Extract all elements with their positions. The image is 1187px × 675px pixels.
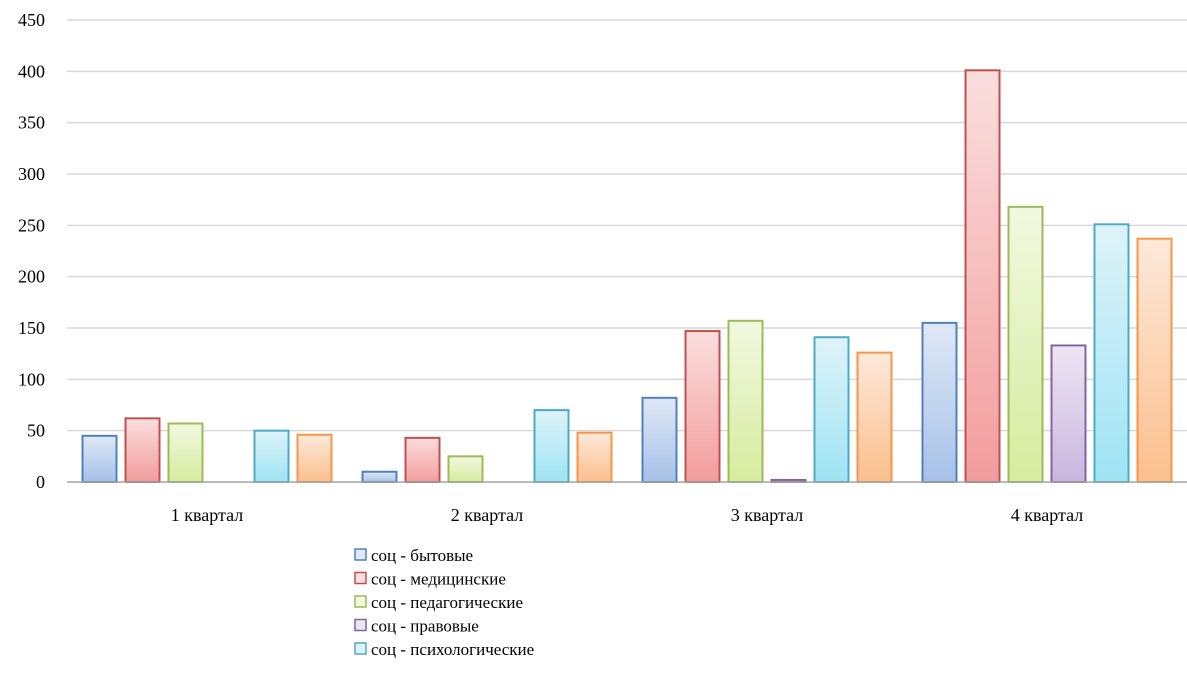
y-tick-label: 0 [36, 472, 45, 492]
bar-series-1-cat-4 [921, 321, 958, 483]
bar-series-1-cat-3 [641, 396, 678, 483]
bar-series-5-cat-3 [813, 336, 850, 483]
y-tick-label: 100 [18, 369, 45, 389]
bar-series-6-cat-3 [856, 351, 893, 484]
bar-series-1-cat-1 [81, 434, 118, 483]
bar-series-1-cat-2 [361, 470, 398, 484]
legend-label: соц - педагогические [371, 593, 523, 612]
legend-label: соц - медицинские [371, 570, 506, 589]
legend-label: соц - бытовые [371, 546, 473, 565]
bar-series-3-cat-4 [1007, 205, 1044, 483]
bar-series-5-cat-4 [1093, 223, 1130, 483]
y-axis-ticks: 0 50 100 150 200 250 300 350 400 450 [18, 10, 45, 492]
y-tick-label: 150 [18, 318, 45, 338]
bar-series-6-cat-4 [1136, 237, 1173, 483]
bar-series-3-cat-1 [167, 422, 204, 484]
y-tick-label: 200 [18, 267, 45, 287]
gridlines [67, 19, 1187, 432]
bar-series-5-cat-2 [533, 409, 570, 483]
bar-series-2-cat-4 [964, 69, 1001, 483]
bar-series-3-cat-3 [727, 319, 764, 483]
legend-swatch [354, 595, 367, 608]
legend-swatch [354, 571, 367, 585]
y-tick-label: 400 [18, 61, 45, 81]
x-tick-label: 2 квартал [451, 505, 523, 525]
y-tick-label: 450 [18, 10, 45, 30]
bar-series-6-cat-1 [296, 433, 333, 484]
bar-series-4-cat-4 [1050, 344, 1087, 483]
bar-series-2-cat-2 [404, 436, 441, 483]
legend-label: соц - правовые [371, 617, 479, 636]
bar-series-6-cat-2 [576, 431, 613, 483]
y-tick-label: 300 [18, 164, 45, 184]
x-axis-ticks: 1 квартал 2 квартал 3 квартал 4 квартал [171, 505, 1083, 525]
x-tick-label: 4 квартал [1011, 505, 1083, 525]
y-tick-label: 50 [27, 421, 45, 441]
bar-series-5-cat-1 [253, 429, 290, 483]
bar-series-2-cat-3 [684, 330, 721, 483]
y-tick-label: 350 [18, 113, 45, 133]
bar-series-2-cat-1 [124, 417, 161, 484]
x-tick-label: 1 квартал [171, 505, 243, 525]
legend-swatch [354, 548, 367, 561]
bar-series-3-cat-2 [447, 455, 484, 484]
y-tick-label: 250 [18, 215, 45, 235]
x-tick-label: 3 квартал [731, 505, 803, 525]
legend-swatch [354, 618, 367, 632]
legend-label: соц - психологические [371, 640, 534, 659]
bars [81, 69, 1173, 484]
legend: соц - бытовые соц - медицинские соц - педа… [354, 546, 534, 659]
legend-swatch [354, 642, 367, 655]
